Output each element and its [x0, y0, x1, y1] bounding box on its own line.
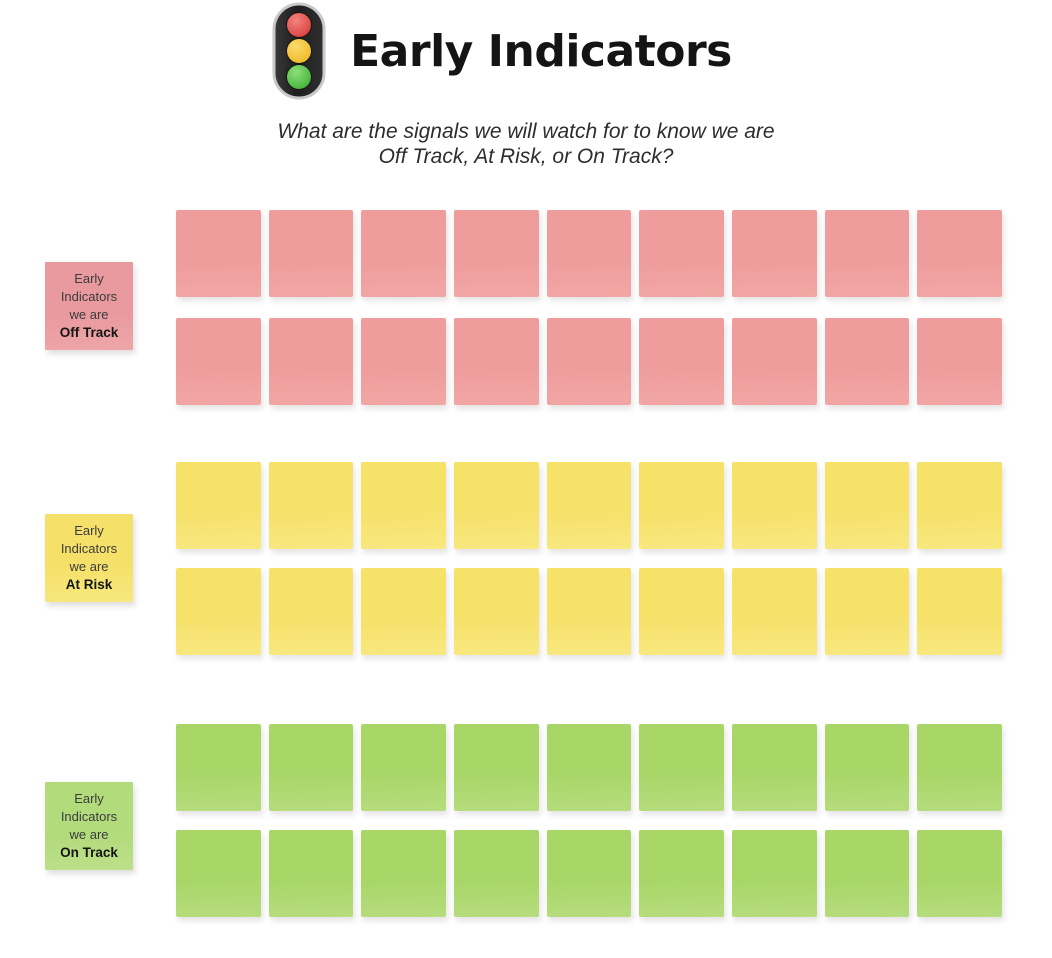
- sticky-note[interactable]: [731, 568, 817, 655]
- traffic-light-icon: [264, 2, 334, 100]
- sticky-note[interactable]: [824, 462, 910, 549]
- sticky-note[interactable]: [361, 462, 446, 549]
- label-line-3: we are: [69, 827, 109, 842]
- sticky-note[interactable]: [731, 210, 817, 297]
- label-line-2: Indicators: [60, 289, 118, 304]
- label-line-3: we are: [69, 307, 109, 322]
- sticky-note[interactable]: [917, 318, 1002, 405]
- sticky-note[interactable]: [917, 724, 1002, 811]
- sticky-note[interactable]: [546, 318, 632, 405]
- sticky-note[interactable]: [176, 568, 261, 655]
- subtitle-line-2: Off Track, At Risk, or On Track?: [378, 145, 674, 168]
- sticky-note[interactable]: [639, 318, 724, 405]
- sticky-note[interactable]: [546, 568, 632, 655]
- sticky-note[interactable]: [917, 830, 1002, 917]
- sticky-note[interactable]: [453, 210, 539, 297]
- sticky-note[interactable]: [639, 210, 724, 297]
- sticky-note[interactable]: [639, 568, 724, 655]
- sticky-note-grid: [176, 462, 1002, 655]
- label-status: Off Track: [59, 325, 119, 340]
- sticky-note[interactable]: [731, 462, 817, 549]
- section-label-note[interactable]: Early Indicators we are Off Track: [45, 262, 133, 350]
- label-line-1: Early: [74, 523, 104, 538]
- sticky-note[interactable]: [268, 724, 354, 811]
- sticky-note[interactable]: [731, 830, 817, 917]
- sticky-note[interactable]: [453, 462, 539, 549]
- sticky-note[interactable]: [268, 462, 354, 549]
- sticky-note[interactable]: [731, 318, 817, 405]
- label-line-1: Early: [74, 271, 104, 286]
- label-line-3: we are: [69, 559, 109, 574]
- sticky-note[interactable]: [824, 830, 910, 917]
- sticky-note[interactable]: [176, 724, 261, 811]
- sticky-note[interactable]: [824, 210, 910, 297]
- sticky-note[interactable]: [824, 724, 910, 811]
- sticky-note[interactable]: [917, 462, 1002, 549]
- label-status: On Track: [60, 845, 118, 860]
- header: Early Indicators: [0, 2, 1052, 100]
- sticky-note-grid: [176, 210, 1002, 405]
- label-line-2: Indicators: [60, 809, 118, 824]
- sticky-note[interactable]: [824, 318, 910, 405]
- sticky-note[interactable]: [176, 318, 261, 405]
- label-line-1: Early: [74, 791, 104, 806]
- subtitle-line-1: What are the signals we will watch for t…: [277, 120, 775, 143]
- sticky-note[interactable]: [824, 568, 910, 655]
- sticky-note[interactable]: [731, 724, 817, 811]
- label-line-2: Indicators: [60, 541, 118, 556]
- sticky-note[interactable]: [639, 724, 724, 811]
- section-label-note[interactable]: Early Indicators we are At Risk: [45, 514, 133, 602]
- sticky-note[interactable]: [639, 830, 724, 917]
- sticky-note[interactable]: [917, 210, 1002, 297]
- board-subtitle: What are the signals we will watch for t…: [0, 119, 1052, 169]
- section-label-note[interactable]: Early Indicators we are On Track: [45, 782, 133, 870]
- sticky-note[interactable]: [453, 724, 539, 811]
- sticky-note[interactable]: [639, 462, 724, 549]
- board-title: Early Indicators: [350, 25, 732, 77]
- sticky-note[interactable]: [361, 568, 446, 655]
- sticky-note[interactable]: [176, 462, 261, 549]
- sticky-note[interactable]: [268, 210, 354, 297]
- sticky-note[interactable]: [546, 462, 632, 549]
- sticky-note-grid: [176, 724, 1002, 917]
- sticky-note[interactable]: [268, 568, 354, 655]
- sticky-note[interactable]: [546, 210, 632, 297]
- label-status: At Risk: [65, 577, 113, 592]
- sticky-note[interactable]: [546, 724, 632, 811]
- sticky-note[interactable]: [361, 318, 446, 405]
- sticky-note[interactable]: [176, 210, 261, 297]
- sticky-note[interactable]: [453, 318, 539, 405]
- sticky-note[interactable]: [268, 830, 354, 917]
- sticky-note[interactable]: [176, 830, 261, 917]
- sticky-note[interactable]: [917, 568, 1002, 655]
- sticky-note[interactable]: [268, 318, 354, 405]
- sticky-note[interactable]: [546, 830, 632, 917]
- sticky-note[interactable]: [361, 210, 446, 297]
- sticky-note[interactable]: [453, 568, 539, 655]
- sticky-note[interactable]: [361, 830, 446, 917]
- sticky-note[interactable]: [361, 724, 446, 811]
- sticky-note[interactable]: [453, 830, 539, 917]
